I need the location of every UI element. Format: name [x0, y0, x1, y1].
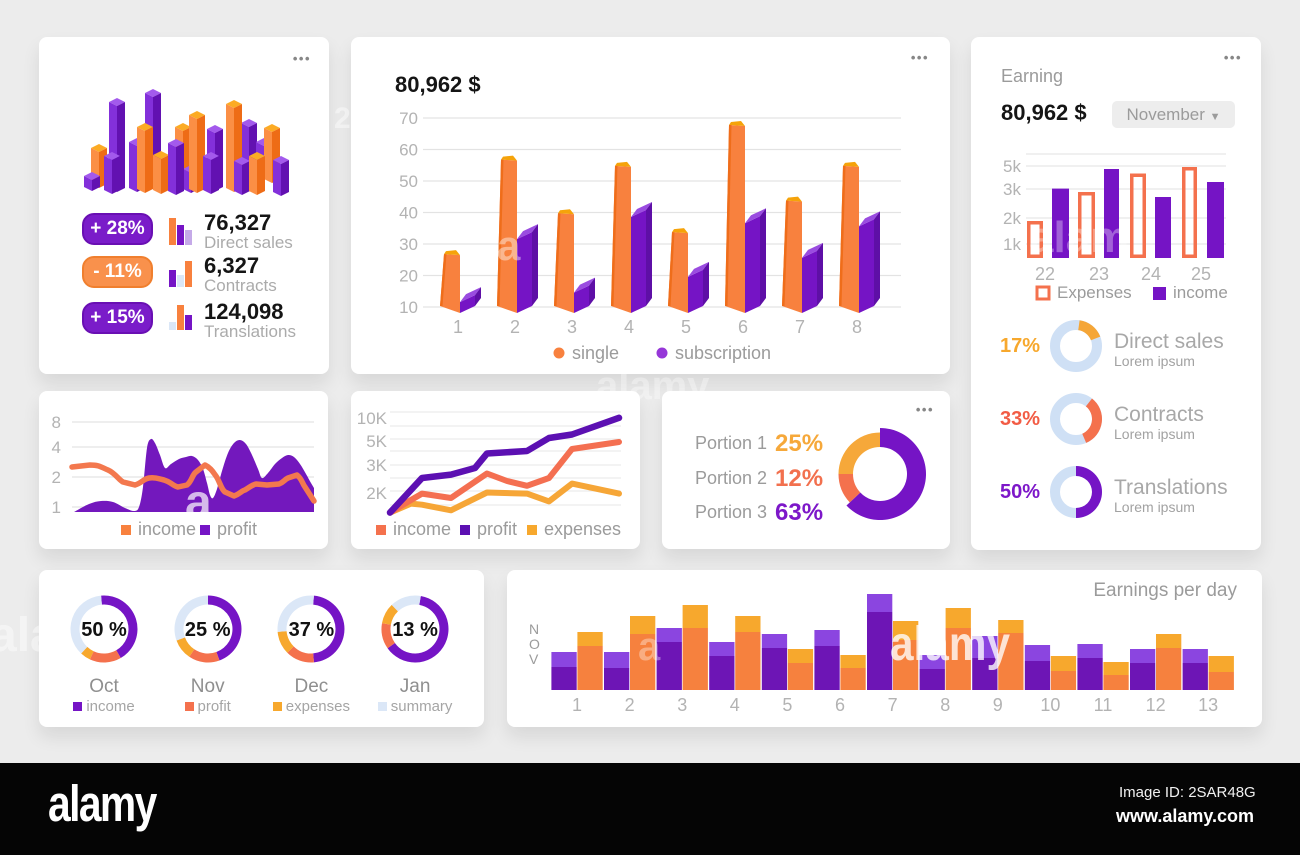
svg-text:2k: 2k [1003, 209, 1021, 228]
svg-text:2: 2 [625, 695, 635, 715]
svg-text:40: 40 [399, 204, 418, 223]
svg-text:Expenses: Expenses [1057, 283, 1132, 302]
svg-text:4: 4 [52, 438, 61, 457]
svg-text:9: 9 [993, 695, 1003, 715]
svg-text:25: 25 [1191, 264, 1211, 284]
svg-text:7: 7 [888, 695, 898, 715]
svg-text:single: single [572, 343, 619, 363]
svg-text:20: 20 [399, 267, 418, 286]
svg-text:profit: profit [217, 519, 257, 539]
svg-text:24: 24 [1141, 264, 1161, 284]
svg-text:12: 12 [1146, 695, 1166, 715]
svg-text:income: income [393, 519, 451, 539]
svg-text:alamy: alamy [890, 618, 1010, 671]
svg-text:1: 1 [572, 695, 582, 715]
svg-text:expenses: expenses [544, 519, 621, 539]
svg-text:2: 2 [52, 468, 61, 487]
svg-text:10: 10 [399, 298, 418, 317]
svg-text:1k: 1k [1003, 235, 1021, 254]
svg-text:5k: 5k [1003, 157, 1021, 176]
svg-text:1: 1 [453, 317, 463, 337]
svg-text:3k: 3k [1003, 180, 1021, 199]
svg-text:a: a [497, 222, 521, 269]
svg-text:1: 1 [52, 498, 61, 517]
svg-text:a: a [638, 625, 661, 669]
svg-text:a: a [1243, 621, 1262, 673]
svg-text:6: 6 [835, 695, 845, 715]
svg-text:4: 4 [624, 317, 634, 337]
svg-text:alam: alam [1029, 213, 1129, 262]
svg-text:10: 10 [1040, 695, 1060, 715]
svg-text:a: a [185, 476, 212, 529]
svg-text:4: 4 [730, 695, 740, 715]
svg-text:5K: 5K [366, 432, 387, 451]
svg-text:7: 7 [795, 317, 805, 337]
svg-text:6: 6 [738, 317, 748, 337]
svg-text:23: 23 [1089, 264, 1109, 284]
svg-text:5: 5 [782, 695, 792, 715]
svg-text:70: 70 [399, 109, 418, 128]
svg-text:8: 8 [940, 695, 950, 715]
svg-text:subscription: subscription [675, 343, 771, 363]
svg-text:income: income [1173, 283, 1228, 302]
svg-text:3K: 3K [366, 456, 387, 475]
svg-text:2: 2 [510, 317, 520, 337]
svg-text:8: 8 [852, 317, 862, 337]
svg-text:10K: 10K [357, 409, 388, 428]
svg-text:3: 3 [567, 317, 577, 337]
svg-text:22: 22 [1035, 264, 1055, 284]
svg-text:11: 11 [1094, 695, 1113, 715]
svg-text:income: income [138, 519, 196, 539]
svg-text:2K: 2K [366, 484, 387, 503]
svg-text:8: 8 [52, 413, 61, 432]
svg-text:profit: profit [477, 519, 517, 539]
svg-text:50: 50 [399, 172, 418, 191]
svg-text:30: 30 [399, 235, 418, 254]
svg-text:13: 13 [1198, 695, 1218, 715]
svg-text:5: 5 [681, 317, 691, 337]
svg-text:3: 3 [677, 695, 687, 715]
svg-text:60: 60 [399, 141, 418, 160]
